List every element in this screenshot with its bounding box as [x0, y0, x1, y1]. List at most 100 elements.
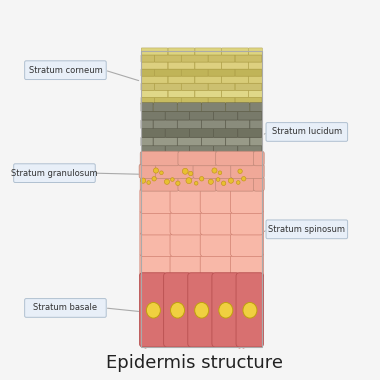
FancyBboxPatch shape [222, 105, 248, 111]
FancyBboxPatch shape [222, 90, 248, 97]
FancyBboxPatch shape [230, 210, 263, 235]
FancyBboxPatch shape [226, 120, 250, 128]
FancyBboxPatch shape [155, 83, 181, 90]
FancyBboxPatch shape [216, 151, 255, 166]
FancyBboxPatch shape [238, 128, 262, 137]
FancyBboxPatch shape [222, 62, 248, 69]
FancyBboxPatch shape [182, 97, 208, 104]
FancyBboxPatch shape [140, 177, 179, 191]
Circle shape [194, 181, 198, 185]
FancyBboxPatch shape [14, 164, 95, 182]
FancyBboxPatch shape [208, 55, 235, 62]
FancyBboxPatch shape [155, 69, 181, 76]
FancyBboxPatch shape [236, 273, 263, 347]
FancyBboxPatch shape [200, 210, 233, 235]
FancyBboxPatch shape [195, 105, 222, 111]
FancyBboxPatch shape [168, 76, 195, 83]
FancyBboxPatch shape [216, 177, 255, 191]
Circle shape [200, 177, 204, 181]
FancyBboxPatch shape [195, 76, 222, 83]
FancyBboxPatch shape [222, 76, 248, 83]
FancyBboxPatch shape [165, 111, 189, 120]
FancyBboxPatch shape [178, 177, 217, 191]
FancyBboxPatch shape [266, 123, 348, 141]
FancyBboxPatch shape [170, 210, 203, 235]
Circle shape [188, 171, 193, 176]
Ellipse shape [146, 302, 160, 318]
Circle shape [152, 177, 156, 181]
FancyBboxPatch shape [168, 48, 195, 55]
FancyBboxPatch shape [141, 76, 168, 83]
FancyBboxPatch shape [141, 55, 154, 62]
FancyBboxPatch shape [193, 164, 232, 179]
Circle shape [212, 168, 217, 173]
FancyBboxPatch shape [155, 97, 181, 104]
FancyBboxPatch shape [253, 177, 264, 191]
FancyBboxPatch shape [141, 90, 168, 97]
FancyBboxPatch shape [168, 90, 195, 97]
FancyBboxPatch shape [195, 48, 222, 55]
FancyBboxPatch shape [249, 90, 262, 97]
FancyBboxPatch shape [190, 128, 214, 137]
FancyBboxPatch shape [200, 188, 233, 214]
FancyBboxPatch shape [235, 69, 262, 76]
FancyBboxPatch shape [164, 273, 191, 347]
Circle shape [238, 169, 242, 174]
FancyBboxPatch shape [141, 128, 165, 137]
FancyBboxPatch shape [177, 120, 201, 128]
FancyBboxPatch shape [155, 164, 194, 179]
FancyBboxPatch shape [165, 128, 189, 137]
FancyBboxPatch shape [188, 273, 215, 347]
FancyBboxPatch shape [226, 103, 250, 111]
Text: Stratum lucidum: Stratum lucidum [272, 127, 342, 136]
Bar [141, 190, 262, 276]
FancyBboxPatch shape [170, 231, 203, 256]
FancyBboxPatch shape [202, 137, 225, 146]
Circle shape [208, 179, 214, 184]
FancyBboxPatch shape [141, 69, 154, 76]
Circle shape [171, 177, 174, 181]
FancyBboxPatch shape [154, 137, 177, 146]
Text: Stratum granulosum: Stratum granulosum [11, 169, 98, 177]
FancyBboxPatch shape [250, 103, 262, 111]
FancyBboxPatch shape [230, 231, 263, 256]
Circle shape [165, 179, 169, 184]
Ellipse shape [171, 302, 185, 318]
FancyBboxPatch shape [141, 48, 168, 55]
Text: Stratum corneum: Stratum corneum [28, 66, 102, 75]
FancyBboxPatch shape [141, 111, 165, 120]
FancyBboxPatch shape [202, 120, 225, 128]
FancyBboxPatch shape [168, 105, 195, 111]
FancyBboxPatch shape [214, 146, 238, 154]
FancyBboxPatch shape [182, 83, 208, 90]
FancyBboxPatch shape [140, 253, 173, 278]
Circle shape [154, 168, 158, 173]
FancyBboxPatch shape [208, 83, 235, 90]
FancyBboxPatch shape [238, 146, 262, 154]
FancyBboxPatch shape [170, 188, 203, 214]
FancyBboxPatch shape [238, 111, 262, 120]
Circle shape [186, 177, 192, 184]
FancyBboxPatch shape [168, 62, 195, 69]
FancyBboxPatch shape [178, 151, 217, 166]
FancyBboxPatch shape [25, 299, 106, 317]
FancyBboxPatch shape [235, 97, 262, 104]
Bar [141, 276, 262, 347]
FancyBboxPatch shape [214, 111, 238, 120]
FancyBboxPatch shape [249, 105, 262, 111]
FancyBboxPatch shape [141, 146, 165, 154]
FancyBboxPatch shape [266, 220, 348, 239]
FancyBboxPatch shape [140, 210, 173, 235]
Bar [141, 111, 262, 154]
Text: Stratum basale: Stratum basale [33, 304, 98, 312]
Circle shape [176, 181, 180, 185]
Circle shape [218, 171, 222, 175]
FancyBboxPatch shape [226, 137, 250, 146]
Text: Epidermis structure: Epidermis structure [106, 354, 283, 372]
FancyBboxPatch shape [195, 62, 222, 69]
FancyBboxPatch shape [202, 103, 225, 111]
FancyBboxPatch shape [182, 55, 208, 62]
FancyBboxPatch shape [170, 253, 203, 278]
FancyBboxPatch shape [190, 111, 214, 120]
FancyBboxPatch shape [140, 188, 173, 214]
